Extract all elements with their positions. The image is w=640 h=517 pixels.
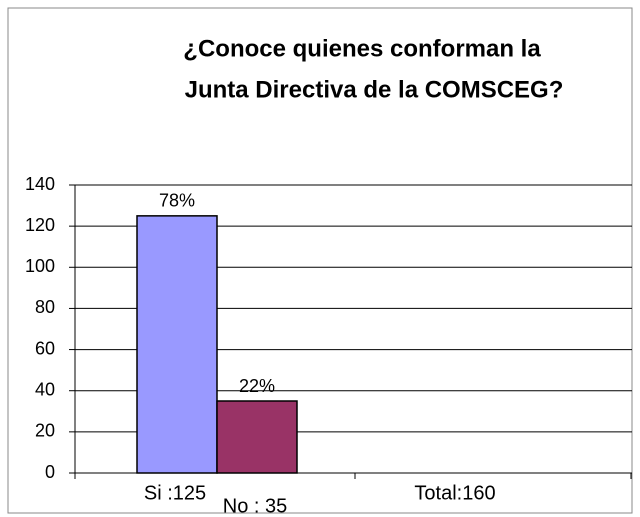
x-tick-label: Si :125 xyxy=(144,482,206,504)
data-label: 22% xyxy=(239,376,275,396)
x-tick-label: No : 35 xyxy=(223,495,287,517)
chart-title: Junta Directiva de la COMSCEG? xyxy=(185,76,564,103)
y-tick-label: 40 xyxy=(35,379,55,399)
y-tick-label: 0 xyxy=(45,462,55,482)
y-tick-label: 80 xyxy=(35,297,55,317)
y-tick-label: 20 xyxy=(35,421,55,441)
data-label: 78% xyxy=(159,191,195,211)
bar xyxy=(136,215,218,474)
y-tick-label: 120 xyxy=(25,215,55,235)
chart-title: ¿Conoce quienes conforman la xyxy=(183,35,541,62)
x-tick-label: Total:160 xyxy=(414,482,495,504)
y-tick-label: 140 xyxy=(25,174,55,194)
y-tick-label: 60 xyxy=(35,338,55,358)
bar xyxy=(216,400,298,474)
chart-frame xyxy=(7,7,633,514)
y-tick-label: 100 xyxy=(25,256,55,276)
